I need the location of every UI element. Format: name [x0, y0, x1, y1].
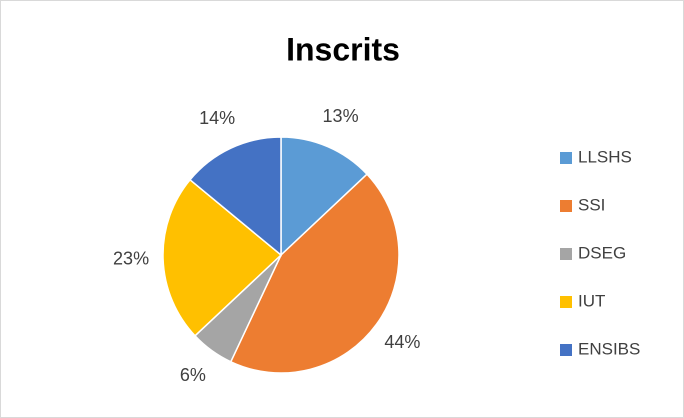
legend-label: DSEG — [578, 243, 626, 262]
pie-slice — [280, 136, 369, 257]
pie-slice — [162, 178, 283, 337]
chart-title: Inscrits — [286, 31, 400, 67]
legend-swatch — [560, 200, 572, 212]
data-label: 44% — [384, 332, 420, 352]
data-label: 14% — [199, 108, 235, 128]
legend-swatch — [560, 344, 572, 356]
legend-swatch — [560, 248, 572, 260]
pie-slice — [229, 173, 400, 374]
legend-label: ENSIBS — [578, 339, 640, 358]
data-label: 6% — [180, 365, 206, 385]
pie-slice — [189, 136, 282, 257]
data-label: 13% — [323, 106, 359, 126]
legend-label: IUT — [578, 291, 605, 310]
data-label: 23% — [113, 248, 149, 268]
legend-swatch — [560, 152, 572, 164]
legend-label: SSI — [578, 195, 605, 214]
legend-label: LLSHS — [578, 147, 632, 166]
legend-swatch — [560, 296, 572, 308]
